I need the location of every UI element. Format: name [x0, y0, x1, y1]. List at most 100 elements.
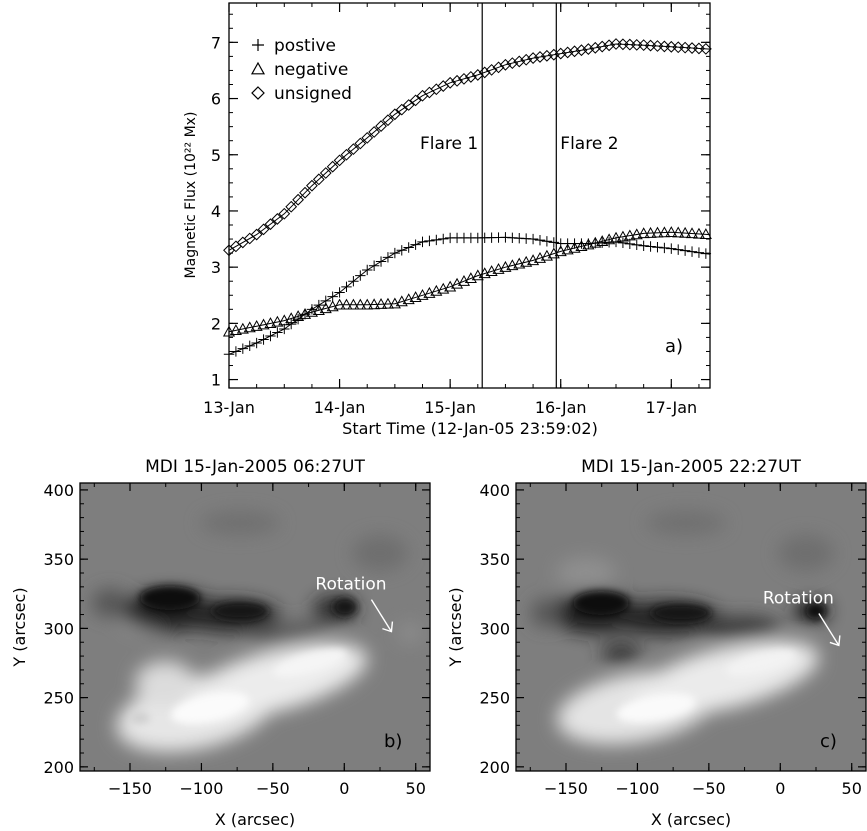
data-point-negative [520, 255, 533, 267]
x-tick-label: −100 [615, 779, 659, 798]
data-point-negative [679, 226, 692, 238]
data-point-negative [651, 226, 664, 238]
x-tick-label: −150 [544, 779, 588, 798]
data-point-unsigned [250, 228, 263, 241]
data-point-unsigned [492, 61, 505, 74]
rotation-label-c: Rotation [763, 588, 834, 608]
data-point-unsigned [554, 47, 567, 60]
y-tick-label: 7 [211, 33, 221, 52]
data-point-negative [264, 317, 277, 329]
data-point-negative [568, 241, 581, 253]
data-point-postive [389, 247, 401, 259]
y-tick-label: 5 [211, 146, 221, 165]
data-point-unsigned [513, 55, 526, 68]
data-point-postive [244, 340, 255, 352]
data-point-unsigned [520, 53, 533, 66]
data-point-postive [285, 318, 297, 330]
data-point-postive [424, 235, 435, 247]
y-tick-label: 4 [211, 202, 221, 221]
data-point-negative [305, 305, 318, 317]
panel-c-frame [515, 482, 867, 772]
data-point-unsigned [444, 76, 457, 89]
x-tick-label: 0 [775, 779, 785, 798]
data-point-negative [326, 300, 339, 312]
y-tick-label: 2 [211, 314, 221, 333]
data-point-negative [361, 298, 374, 310]
data-point-unsigned [485, 63, 498, 76]
x-tick-label: −150 [108, 779, 152, 798]
data-point-postive [638, 240, 649, 252]
panel-label-b: b) [384, 731, 402, 752]
data-point-postive [396, 245, 407, 256]
legend-label: postive [274, 36, 336, 56]
legend: postive negative unsigned [250, 36, 352, 104]
data-point-unsigned [451, 74, 463, 87]
data-point-unsigned [388, 108, 401, 121]
data-point-negative [623, 229, 636, 241]
data-point-postive [375, 256, 387, 267]
data-point-postive [541, 236, 553, 247]
data-point-postive [700, 248, 712, 259]
data-point-negative [374, 298, 388, 309]
data-point-unsigned [292, 193, 305, 206]
data-point-negative [644, 226, 657, 238]
y-tick-label: 350 [479, 550, 510, 569]
magnetogram-panel-b: MDI 15-Jan-2005 06:27UT [10, 457, 431, 829]
magnetogram-image-c [516, 483, 866, 771]
x-tick-label: 50 [406, 779, 426, 798]
data-point-negative [229, 324, 242, 336]
data-point-negative [630, 228, 643, 240]
data-point-postive [693, 247, 705, 258]
data-point-negative [513, 257, 526, 269]
data-point-negative [271, 315, 284, 327]
y-axis-label: Magnetic Flux (10²² Mx) [183, 112, 199, 279]
data-point-unsigned [561, 46, 574, 59]
data-point-postive [624, 238, 636, 250]
data-point-unsigned [264, 218, 277, 231]
data-point-negative [250, 319, 263, 331]
data-point-postive [272, 327, 283, 338]
data-point-postive [258, 334, 269, 345]
data-point-postive [230, 346, 242, 357]
data-point-negative [589, 236, 602, 248]
flux-plot-frame [228, 2, 711, 389]
data-point-unsigned [464, 71, 477, 83]
data-point-negative [243, 321, 256, 333]
data-point-unsigned [575, 44, 588, 57]
x-tick-label: 50 [842, 779, 862, 798]
data-point-negative [685, 227, 699, 239]
data-point-unsigned [354, 137, 367, 150]
data-point-postive [327, 291, 338, 302]
data-point-postive [652, 242, 663, 253]
x-axis-label: Start Time (12-Jan-05 23:59:02) [342, 419, 598, 438]
data-point-negative [347, 298, 360, 310]
series-line [228, 236, 711, 355]
y-tick-label: 1 [211, 371, 221, 390]
data-point-negative [257, 318, 270, 330]
data-point-postive [320, 295, 331, 307]
data-point-negative [333, 298, 346, 310]
data-point-postive [334, 287, 345, 298]
panel-b-y-axis-label: Y (arcsec) [10, 587, 29, 667]
data-point-negative [609, 231, 623, 243]
data-point-unsigned [340, 148, 353, 161]
data-point-negative [222, 325, 236, 337]
data-point-unsigned [603, 39, 616, 52]
data-point-negative [616, 230, 629, 242]
data-point-unsigned [596, 40, 609, 53]
data-point-unsigned [506, 57, 519, 70]
x-tick-label: 0 [339, 779, 349, 798]
data-point-postive [382, 252, 394, 263]
x-tick-label: −50 [692, 779, 726, 798]
data-point-postive [403, 242, 414, 253]
y-tick-label: 300 [479, 619, 510, 638]
rotation-arrow-c [818, 613, 841, 647]
data-point-unsigned [699, 42, 712, 55]
panel-b-title: MDI 15-Jan-2005 06:27UT [145, 457, 365, 477]
panel-b-frame [79, 482, 431, 772]
data-point-postive [438, 233, 449, 245]
data-point-unsigned [527, 52, 539, 64]
data-point-postive [431, 234, 442, 246]
data-point-negative [665, 226, 678, 237]
data-point-unsigned [368, 126, 381, 138]
